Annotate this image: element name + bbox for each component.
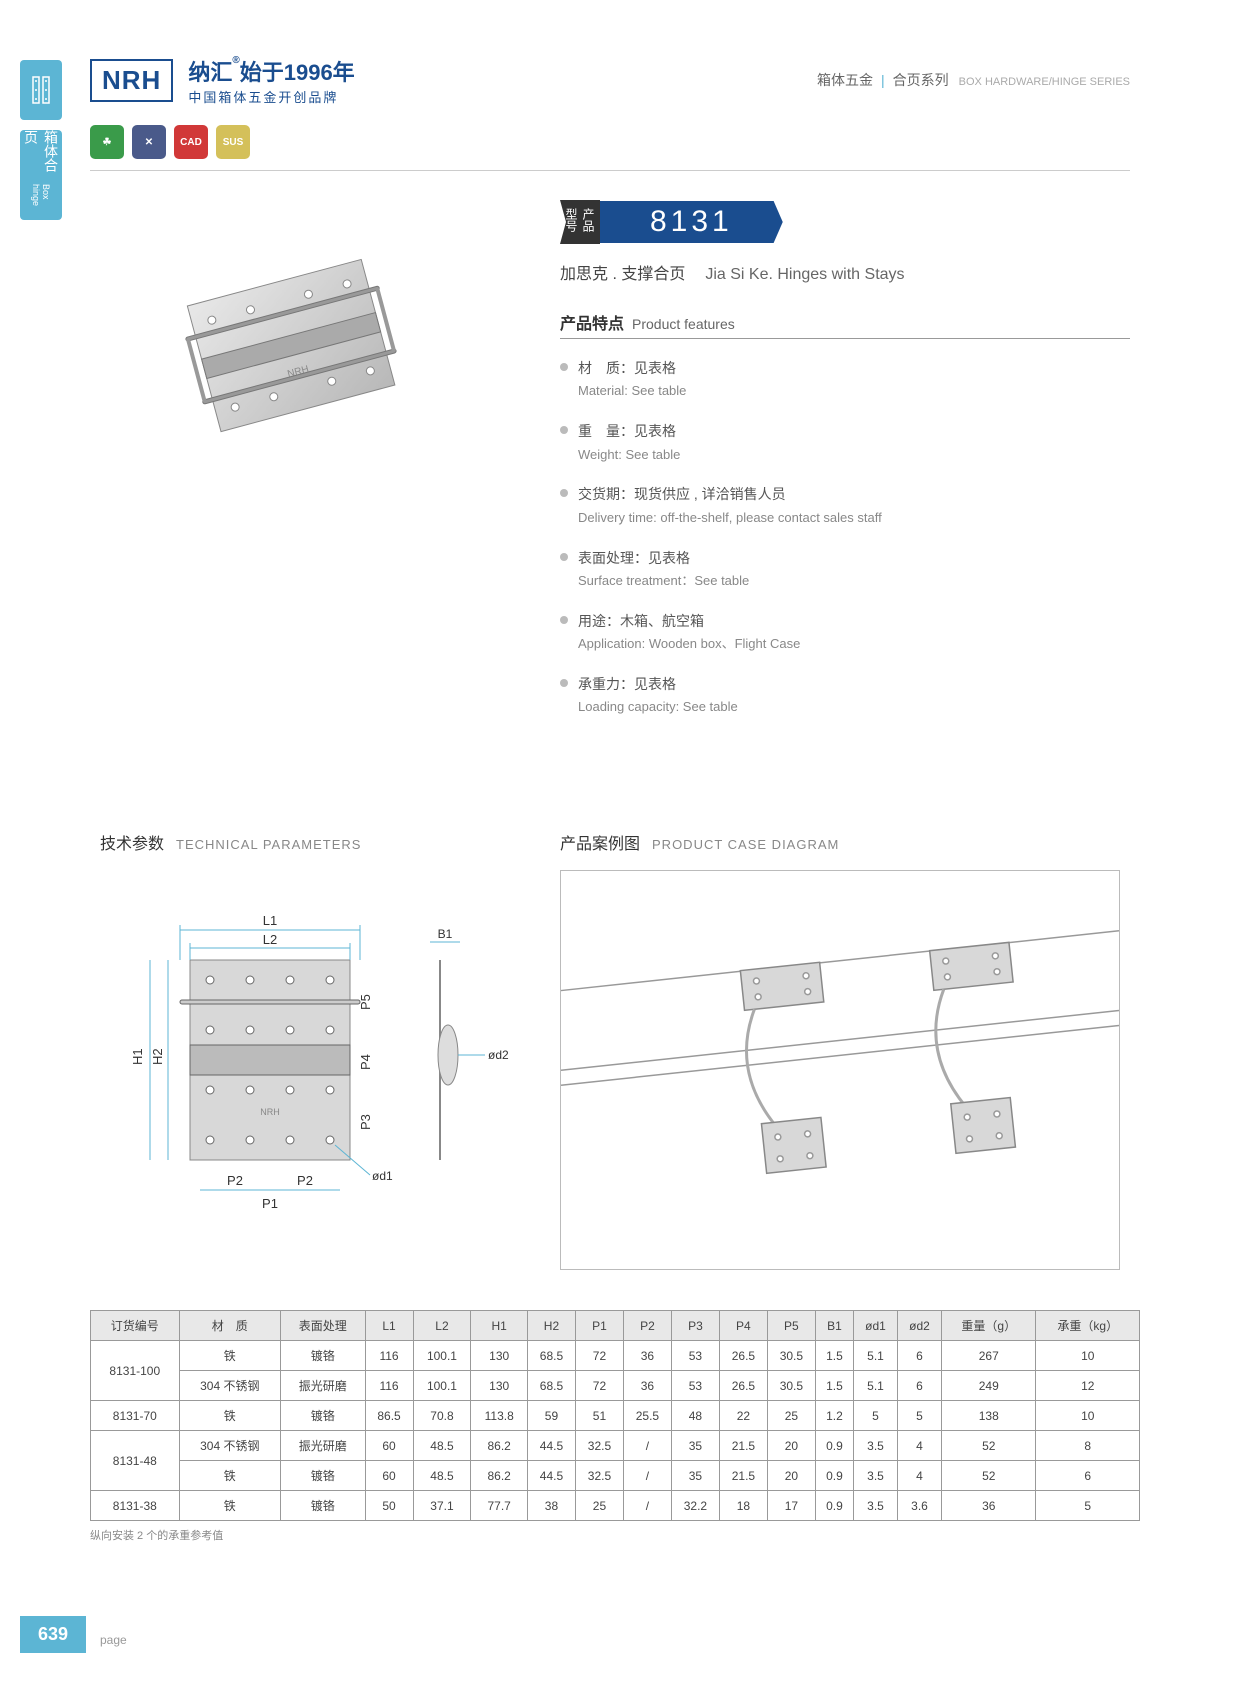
- header-category: 箱体五金|合页系列BOX HARDWARE/HINGE SERIES: [817, 70, 1130, 90]
- cad-icon: CAD: [174, 125, 208, 159]
- svg-text:L1: L1: [263, 913, 277, 928]
- page-label: page: [100, 1633, 127, 1647]
- eco-icon: ☘: [90, 125, 124, 159]
- svg-text:P4: P4: [358, 1054, 373, 1070]
- feature-item: 表面处理：见表格Surface treatment：See table: [560, 547, 1130, 592]
- side-tab-category: 箱体合页 Box hinge: [20, 130, 62, 220]
- side-tab-icon: [20, 60, 62, 120]
- technical-diagram: NRH L1 L2 H1 H2 P1 P2 P2 P3 P4 P5 ød1 B1…: [100, 880, 520, 1260]
- spec-table: 订货编号材 质表面处理L1L2H1H2P1P2P3P4P5B1ød1ød2重量（…: [90, 1310, 1140, 1543]
- features-section: 产品特点Product features 材 质：见表格Material: Se…: [560, 310, 1130, 736]
- tools-icon: ✕: [132, 125, 166, 159]
- svg-text:P3: P3: [358, 1114, 373, 1130]
- table-note: 纵向安装 2 个的承重参考值: [90, 1527, 1140, 1543]
- case-diagram-title: 产品案例图PRODUCT CASE DIAGRAM: [560, 830, 839, 854]
- svg-text:P2: P2: [297, 1173, 313, 1188]
- feature-item: 材 质：见表格Material: See table: [560, 357, 1130, 402]
- tech-params-title: 技术参数TECHNICAL PARAMETERS: [100, 830, 361, 854]
- header-divider: [90, 170, 1130, 171]
- feature-item: 重 量：见表格Weight: See table: [560, 420, 1130, 465]
- feature-icons: ☘ ✕ CAD SUS: [90, 125, 250, 159]
- sus-icon: SUS: [216, 125, 250, 159]
- svg-text:H1: H1: [130, 1048, 145, 1065]
- svg-text:ød2: ød2: [488, 1048, 509, 1062]
- feature-item: 承重力：见表格Loading capacity: See table: [560, 673, 1130, 718]
- svg-text:P5: P5: [358, 994, 373, 1010]
- page-number: 639: [20, 1616, 86, 1653]
- brand-header: NRH 纳汇®始于1996年 中国箱体五金开创品牌: [90, 55, 355, 106]
- product-subtitle: 加思克 . 支撑合页Jia Si Ke. Hinges with Stays: [560, 260, 905, 284]
- feature-item: 用途：木箱、航空箱Application: Wooden box、Flight …: [560, 610, 1130, 655]
- product-image: NRH: [130, 220, 460, 500]
- svg-text:P2: P2: [227, 1173, 243, 1188]
- svg-text:H2: H2: [150, 1048, 165, 1065]
- case-diagram: [560, 870, 1120, 1270]
- svg-text:P1: P1: [262, 1196, 278, 1211]
- model-badge: 产品型号 8131: [560, 200, 783, 244]
- svg-text:ød1: ød1: [372, 1169, 393, 1183]
- svg-text:L2: L2: [263, 932, 277, 947]
- svg-text:NRH: NRH: [260, 1107, 280, 1117]
- svg-text:B1: B1: [438, 927, 453, 941]
- feature-item: 交货期：现货供应 , 详洽销售人员Delivery time: off-the-…: [560, 483, 1130, 528]
- logo-box: NRH: [90, 59, 173, 102]
